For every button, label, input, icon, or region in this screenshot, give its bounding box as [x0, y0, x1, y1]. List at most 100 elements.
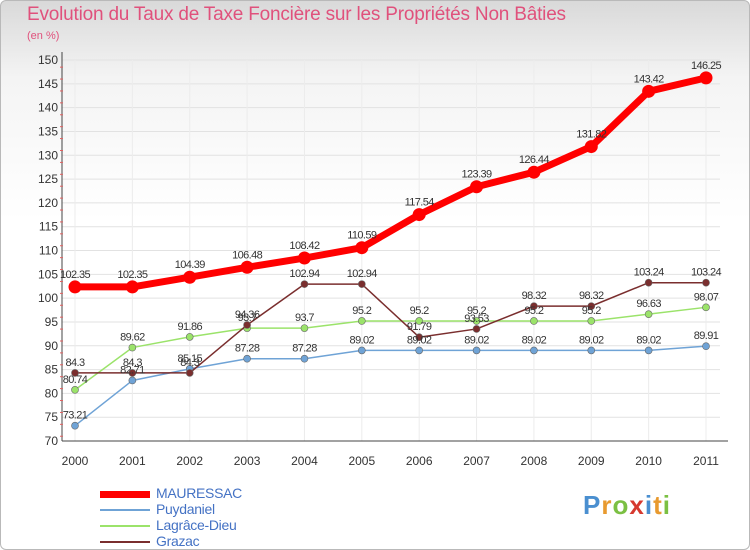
data-label: 93.53: [464, 313, 489, 325]
data-label: 95.2: [467, 305, 486, 317]
data-point: [240, 260, 254, 274]
data-point: [530, 346, 538, 355]
data-point: [472, 317, 481, 325]
data-label: 89.02: [350, 334, 375, 346]
x-tick-label: 2002: [176, 454, 203, 468]
y-tick-label: 125: [38, 172, 58, 186]
data-label: 104.39: [175, 259, 206, 271]
data-label: 93.7: [295, 312, 314, 324]
x-tick-label: 2004: [291, 454, 318, 468]
data-point: [530, 317, 538, 325]
legend-item: MAURESSAC: [100, 485, 360, 502]
y-tick-label: 115: [39, 220, 58, 234]
legend-swatch-grazac: [100, 541, 150, 543]
chart-unit: (en %): [27, 30, 60, 42]
legend-swatch-puydaniel: [100, 509, 150, 511]
data-point: [587, 317, 596, 325]
data-label: 95.2: [524, 305, 543, 317]
x-tick-label: 2001: [119, 454, 146, 468]
x-tick-label: 2008: [521, 454, 548, 468]
data-label: 89.62: [120, 332, 145, 344]
data-label: 95.2: [582, 305, 601, 317]
data-point: [412, 208, 426, 222]
data-label: 93.7: [238, 312, 257, 324]
data-point: [702, 278, 710, 287]
data-label: 102.94: [347, 268, 378, 280]
data-point: [584, 140, 598, 154]
data-label: 95.2: [352, 305, 371, 317]
data-label: 123.39: [462, 169, 493, 181]
data-label: 84.3: [180, 357, 199, 369]
y-tick-label: 135: [38, 124, 58, 138]
legend-label: MAURESSAC: [156, 485, 242, 501]
data-point: [300, 280, 309, 288]
data-point: [415, 317, 423, 325]
data-label: 89.02: [579, 334, 604, 346]
y-tick-label: 105: [38, 267, 58, 281]
data-label: 84.3: [123, 357, 142, 369]
legend-swatch-lagrace-dieu: [100, 525, 150, 527]
chart-title: Evolution du Taux de Taxe Foncière sur l…: [27, 4, 566, 25]
data-point: [642, 84, 656, 98]
data-point: [527, 165, 541, 179]
data-point: [415, 333, 423, 342]
data-label: 82.71: [120, 364, 145, 376]
data-label: 103.24: [691, 267, 722, 279]
y-tick-label: 100: [38, 291, 58, 305]
legend-label: Lagrâce-Dieu: [156, 517, 237, 533]
y-tick-label: 80: [45, 386, 59, 400]
x-tick-label: 2009: [578, 454, 605, 468]
data-label: 126.44: [519, 154, 550, 166]
logo-letter: P: [583, 490, 602, 520]
data-point: [644, 346, 653, 355]
data-point: [243, 354, 251, 363]
data-point: [358, 280, 366, 288]
data-point: [128, 376, 137, 385]
logo-letter: i: [662, 490, 671, 520]
data-label: 106.48: [232, 249, 263, 261]
data-point: [355, 241, 369, 255]
logo-letter: x: [629, 490, 645, 520]
data-label: 89.02: [464, 334, 489, 346]
data-label: 98.32: [522, 290, 547, 302]
y-tick-label: 145: [38, 77, 58, 91]
data-point: [71, 369, 79, 377]
data-point: [71, 421, 79, 430]
data-label: 103.24: [634, 267, 665, 279]
y-tick-label: 95: [45, 315, 59, 329]
data-point: [185, 333, 194, 341]
data-point: [415, 346, 423, 355]
data-label: 94.36: [235, 309, 260, 321]
data-point: [358, 346, 366, 355]
x-tick-label: 2003: [234, 454, 261, 468]
data-label: 89.02: [522, 334, 547, 346]
data-label: 108.42: [289, 240, 320, 252]
logo-letter: r: [601, 490, 613, 520]
data-label: 117.54: [405, 197, 435, 209]
data-label: 95.2: [410, 305, 429, 317]
data-point: [472, 346, 481, 355]
x-tick-label: 2011: [693, 454, 719, 468]
series-line: [74, 306, 707, 391]
y-tick-label: 140: [38, 101, 58, 115]
logo-letter: o: [612, 490, 630, 520]
data-label: 143.42: [634, 73, 665, 85]
y-tick-label: 120: [38, 196, 58, 210]
data-point: [297, 251, 311, 265]
data-point: [300, 354, 309, 363]
data-label: 89.91: [694, 330, 719, 342]
data-point: [644, 278, 653, 287]
x-tick-label: 2010: [635, 454, 662, 468]
data-label: 98.32: [579, 290, 604, 302]
data-label: 91.86: [177, 321, 202, 333]
data-point: [702, 342, 710, 350]
y-tick-label: 70: [45, 434, 59, 448]
legend-label: Grazac: [156, 533, 200, 549]
data-label: 89.02: [407, 334, 432, 346]
data-point: [358, 317, 366, 325]
data-point: [587, 302, 596, 310]
proxiti-logo: Proxiti: [583, 490, 671, 521]
data-label: 87.28: [235, 343, 260, 355]
data-label: 146.25: [691, 60, 722, 72]
